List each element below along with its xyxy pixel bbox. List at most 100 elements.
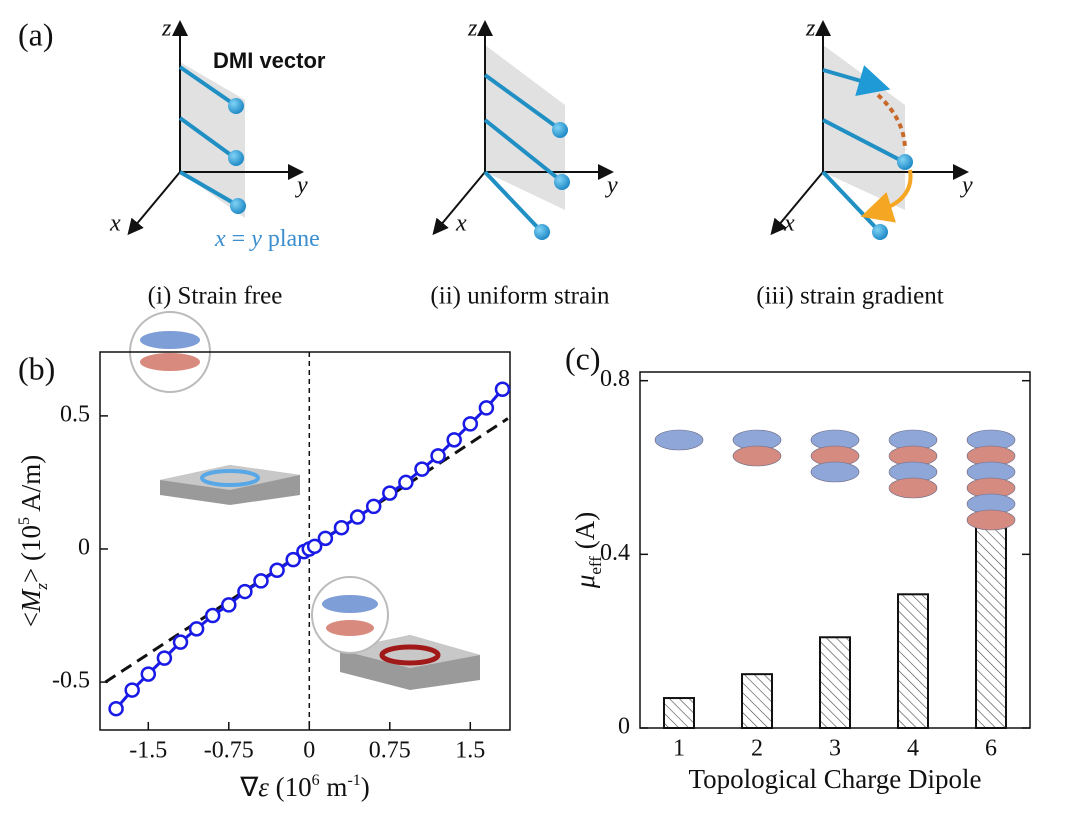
data-point (382, 485, 398, 501)
axis-label: μeff (A) (570, 512, 605, 589)
axis-label-part: ) (361, 772, 370, 802)
axis-label-part: M (16, 588, 46, 613)
axis-label-part: -1 (347, 772, 360, 789)
x-tick-label: 0 (303, 738, 315, 764)
data-point (317, 530, 334, 547)
bar (897, 593, 929, 729)
x-tick-label: 3 (829, 736, 841, 762)
axis-label: ∇ε (106 m-1) (239, 772, 370, 802)
axis-label: z (805, 16, 816, 42)
panel-label: (a) (18, 16, 54, 52)
skyrmion-stack (888, 429, 938, 499)
axis-label-part: A/m) (16, 455, 46, 517)
data-point (462, 416, 479, 432)
plane-label-part: plane (262, 226, 320, 252)
axis-label: y (960, 173, 973, 199)
data-point (494, 381, 511, 398)
data-point (237, 583, 253, 600)
spheres (228, 98, 246, 214)
axis-label: z (161, 16, 172, 42)
x-tick-label: 2 (751, 736, 763, 762)
axis-label: x (783, 211, 795, 237)
data-point (253, 573, 269, 589)
axis-label: z (467, 16, 478, 42)
axis-label-part: z (32, 583, 51, 591)
axis-label: x (455, 211, 467, 237)
skyrmion (732, 445, 782, 467)
skyrmion (810, 461, 860, 483)
plane-label: x = y plane (214, 226, 320, 252)
spheres (872, 154, 913, 240)
axis-label-part: Topological Charge Dipole (688, 764, 981, 794)
axis (432, 171, 486, 236)
data-point (285, 551, 301, 568)
sketch-3: z y x (iii) strain gradient (756, 16, 973, 310)
y-tick-label: -0.5 (52, 668, 90, 694)
data-point (414, 461, 430, 477)
caption: (ii) uniform strain (430, 283, 610, 310)
y-tick-label: 0.8 (600, 366, 630, 392)
bar (663, 697, 695, 729)
data-point (365, 498, 382, 515)
bar (741, 673, 773, 729)
x-tick-label: 6 (985, 736, 997, 762)
axis (770, 171, 824, 236)
bar (819, 636, 851, 730)
axis-label-part: 5 (16, 517, 33, 525)
skyrmion (654, 429, 704, 451)
axis-label-part: ∇ (239, 772, 259, 802)
x-tick-label: 4 (907, 736, 919, 762)
skyrmion-stack (654, 429, 704, 451)
caption: (i) Strain free (148, 283, 283, 310)
bar (975, 525, 1007, 729)
sketch-2: z y x (ii) uniform strain (430, 16, 618, 310)
rods (178, 65, 239, 207)
y-tick-label: 0 (618, 714, 630, 740)
axis-label: y (295, 173, 308, 199)
data-point (140, 666, 157, 682)
sketch-1: z y x DMI vector x = y plane (i) Strain … (109, 16, 326, 310)
axis-label: x (109, 211, 121, 237)
data-point (188, 621, 205, 637)
rods (483, 73, 562, 232)
rotation-arrow (860, 169, 913, 223)
axis-label-part: μ (570, 575, 600, 590)
data-point (398, 474, 414, 491)
plane-label-part: = (226, 226, 252, 252)
axis (127, 171, 181, 236)
plane-label-part: y (249, 226, 262, 252)
y-tick-label: 0 (78, 534, 90, 560)
axis-label-part: < (16, 612, 46, 627)
x-tick-label: -0.75 (204, 738, 254, 764)
data-point (306, 538, 323, 555)
data-point (221, 597, 237, 613)
axis-label: y (605, 173, 618, 199)
axis-label-part: 6 (312, 772, 320, 789)
data-point (172, 634, 189, 650)
skyrmion (966, 509, 1016, 531)
data-point (108, 700, 124, 717)
skyrmion-stack (810, 429, 860, 483)
skyrmion-stack (966, 429, 1016, 531)
panel-label: (b) (18, 350, 55, 386)
panel-label: (c) (565, 340, 601, 376)
axis-label-part: (A) (570, 512, 600, 556)
data-point (204, 607, 221, 624)
inset-top (129, 311, 300, 505)
y-tick-label: 0.5 (60, 401, 90, 427)
data-point (446, 432, 462, 448)
caption: (iii) strain gradient (756, 283, 943, 310)
spheres (534, 122, 570, 240)
axis-label: Topological Charge Dipole (688, 764, 981, 794)
data-point (124, 682, 140, 698)
axis-label-part: > (10 (16, 525, 46, 583)
axis-label-part: ε (258, 772, 269, 802)
inset-bottom (311, 576, 480, 690)
data-point (269, 562, 285, 579)
x-tick-label: -1.5 (129, 738, 167, 764)
skyrmion (888, 477, 938, 499)
x-tick-label: 0.75 (369, 738, 411, 764)
data-point (349, 509, 366, 525)
x-tick-label: 1.5 (455, 738, 485, 764)
